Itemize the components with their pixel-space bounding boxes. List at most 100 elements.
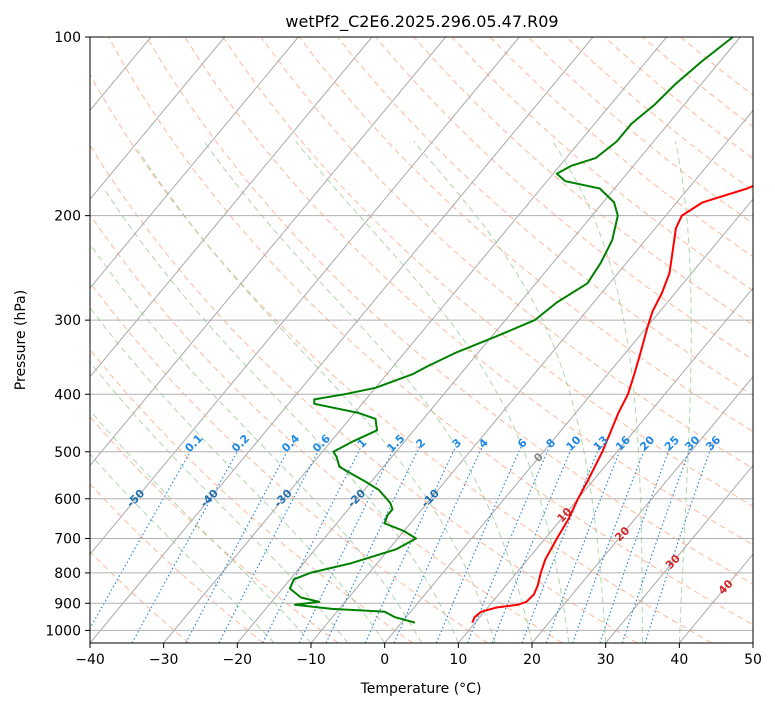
dry-adiabat — [413, 37, 753, 326]
x-axis: −40 −30 −20 −10 0 10 20 30 40 50 — [75, 643, 762, 668]
dry-adiabat — [184, 37, 753, 546]
y-axis-label: Pressure (hPa) — [13, 290, 29, 390]
y-tick-label: 700 — [54, 532, 81, 548]
x-tick-label: −10 — [296, 652, 326, 668]
x-tick-label: −30 — [149, 652, 179, 668]
isotherm-label: -50 — [124, 487, 147, 510]
dry-adiabat — [222, 37, 753, 507]
x-tick-label: −20 — [223, 652, 253, 668]
isotherm-line — [90, 37, 226, 201]
isotherm-line — [90, 37, 299, 289]
mixing-ratio-label: 3 — [450, 436, 465, 451]
mixing-ratio-label: 1 — [355, 436, 370, 451]
mixing-ratio-line — [521, 446, 600, 643]
isotherm-label: -30 — [271, 487, 294, 510]
dry-adiabat — [108, 37, 753, 626]
mixing-ratio-label: 25 — [662, 433, 682, 453]
mixing-ratio-label: 30 — [682, 433, 702, 453]
isotherm-line — [163, 37, 668, 643]
mixing-ratio-line — [572, 446, 647, 643]
y-tick-label: 800 — [54, 566, 81, 582]
dry-adiabat — [451, 37, 753, 292]
mixing-ratio-line — [393, 446, 483, 643]
x-tick-label: 50 — [744, 652, 762, 668]
isotherm-label: -40 — [198, 487, 221, 510]
x-tick-label: 20 — [523, 652, 541, 668]
dry-adiabat — [90, 144, 638, 643]
dry-adiabat — [489, 37, 753, 258]
chart-title: wetPf2_C2E6.2025.296.05.47.R09 — [285, 12, 558, 32]
y-tick-label: 400 — [54, 387, 81, 403]
dry-adiabat — [680, 37, 753, 96]
temperature-label: 30 — [663, 552, 683, 572]
isotherm-line — [0, 37, 77, 643]
x-tick-label: 30 — [597, 652, 615, 668]
dry-adiabat — [90, 551, 190, 643]
mixing-ratio-label: 4 — [476, 436, 491, 451]
mixing-ratio-line — [644, 446, 713, 643]
y-tick-label: 100 — [54, 30, 81, 46]
mixing-ratio-line — [185, 446, 291, 643]
mixing-ratio-label: 36 — [703, 433, 723, 453]
temperature-label: 40 — [716, 577, 736, 597]
mixing-ratio-label: 6 — [515, 436, 530, 451]
x-tick-label: −40 — [75, 652, 105, 668]
temperature-label: 20 — [612, 524, 632, 544]
mixing-ratio-line — [325, 446, 421, 643]
dry-adiabat — [375, 37, 753, 361]
mixing-ratio-line — [599, 446, 671, 643]
mixing-ratio-line — [90, 446, 194, 630]
dry-adiabat — [90, 348, 414, 643]
dewpoint-line — [288, 37, 734, 624]
dry-adiabat — [90, 213, 563, 643]
temperature-label: 10 — [555, 505, 575, 525]
y-tick-label: 600 — [54, 492, 81, 508]
moist-adiabat — [413, 141, 607, 643]
isotherm-line — [90, 37, 373, 378]
mixing-ratio-label: 10 — [564, 433, 584, 453]
isotherm-line — [605, 464, 753, 643]
x-axis-label: Temperature (°C) — [360, 681, 482, 697]
isotherm-line — [90, 37, 520, 556]
moist-adiabat — [295, 141, 570, 643]
isotherm-line — [90, 37, 447, 467]
moist-adiabat — [674, 141, 692, 643]
isotherm-line — [752, 642, 753, 643]
plot-frame — [89, 36, 754, 644]
isotherm-line — [90, 37, 594, 643]
moist-adiabat — [103, 188, 459, 643]
dry-adiabat — [642, 37, 753, 128]
moist-adiabat — [203, 141, 533, 643]
isotherm-line — [531, 375, 753, 643]
y-tick-label: 900 — [54, 596, 81, 612]
dry-adiabat — [566, 37, 753, 192]
x-tick-label: 0 — [380, 652, 389, 668]
mixing-ratio-line — [435, 446, 522, 643]
y-tick-label: 200 — [54, 209, 81, 225]
dry-adiabat — [90, 416, 339, 643]
y-tick-label: 300 — [54, 313, 81, 329]
y-tick-label: 500 — [54, 445, 81, 461]
isotherm-line — [457, 287, 753, 643]
mixing-ratio-line — [218, 446, 322, 643]
mixing-ratio-line — [262, 446, 362, 643]
y-tick-label: 1000 — [45, 623, 81, 639]
moist-adiabat — [90, 409, 312, 643]
isotherm-label: -70 — [0, 464, 19, 487]
data-series — [288, 37, 753, 624]
isotherm-line — [384, 198, 753, 643]
mixing-ratio-line — [298, 446, 396, 643]
dry-adiabat — [90, 281, 488, 643]
x-tick-label: 40 — [670, 652, 688, 668]
moist-adiabat — [90, 306, 386, 643]
moist-adiabat — [90, 453, 275, 643]
x-tick-label: 10 — [449, 652, 467, 668]
isotherm-line — [0, 37, 4, 643]
isotherm-line — [678, 553, 753, 643]
mixing-ratio-line — [364, 446, 457, 643]
y-axis: 100 200 300 400 500 600 700 800 900 1000 — [45, 30, 90, 639]
isotherm-label: -10 — [419, 487, 442, 510]
moist-adiabat — [90, 243, 422, 643]
mixing-ratio-line — [131, 446, 241, 643]
